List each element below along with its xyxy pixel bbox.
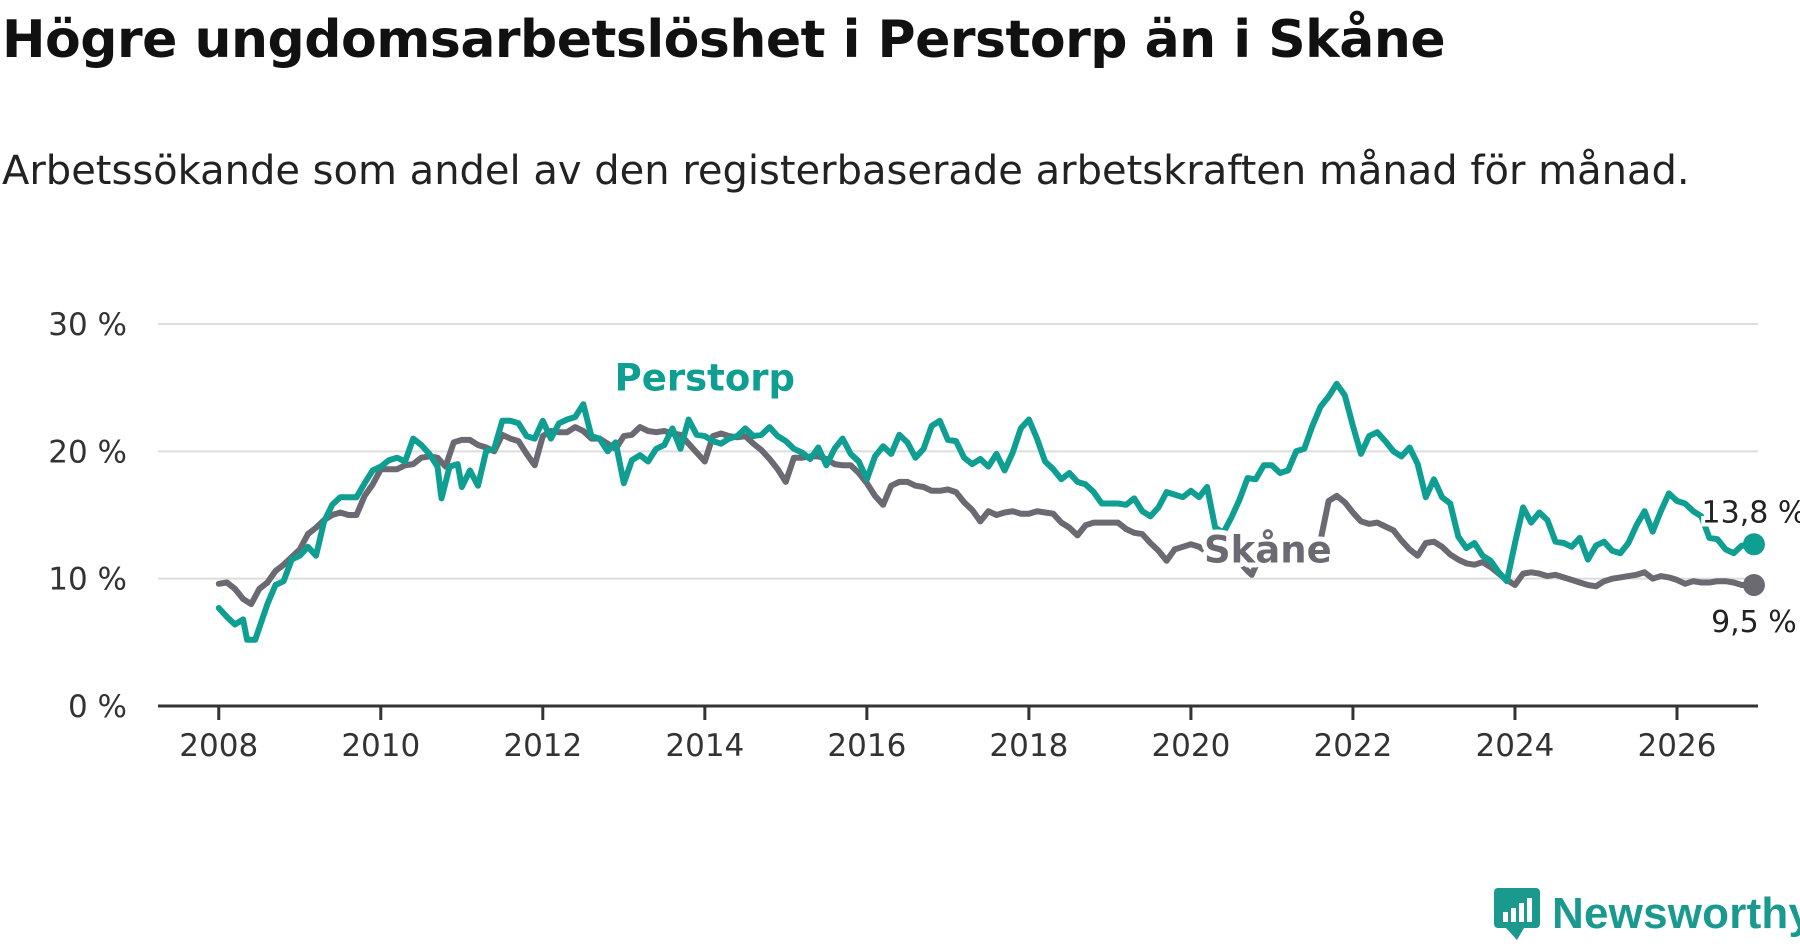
series-lines (215, 380, 1765, 643)
x-tick-label: 2022 (1313, 728, 1392, 764)
x-tick-label: 2012 (503, 728, 582, 764)
x-tick-label: 2008 (179, 728, 258, 764)
chart-title: Högre ungdomsarbetslöshet i Perstorp än … (2, 10, 1446, 70)
y-tick-label: 10 % (48, 562, 127, 598)
x-tick-label: 2024 (1476, 728, 1555, 764)
x-tick-label: 2020 (1151, 728, 1230, 764)
series-line-perstorp (215, 380, 1757, 643)
series-label-skane: Skåne (1204, 528, 1332, 571)
end-point-perstorp (1742, 533, 1765, 556)
y-tick-label: 0 % (68, 689, 127, 725)
x-tick-label: 2018 (989, 728, 1068, 764)
end-label-perstorp: 13,8 % (1702, 495, 1800, 530)
x-tick-label: 2026 (1638, 728, 1717, 764)
series-label-perstorp: Perstorp (615, 356, 795, 399)
y-tick-label: 30 % (48, 307, 127, 343)
end-label-skane: 9,5 % (1711, 605, 1797, 640)
brand-name: Newsworthy (1552, 889, 1800, 938)
x-tick-label: 2014 (665, 728, 744, 764)
y-axis-ticks: 0 % 10 % 20 % 30 % (48, 307, 127, 725)
x-axis: 2008 2010 2012 2014 2016 2018 2020 2022 2024 2026 (158, 704, 1758, 764)
x-tick-label: 2010 (341, 728, 420, 764)
chart-subtitle: Arbetssökande som andel av den registerb… (2, 148, 1690, 194)
series-labels: Perstorp Skåne 13,8 % 9,5 % (610, 351, 1800, 644)
y-tick-label: 20 % (48, 434, 127, 470)
newsworthy-brand: Newsworthy (1494, 888, 1800, 940)
newsworthy-logo-icon (1494, 888, 1540, 940)
end-point-skane (1742, 574, 1765, 597)
x-tick-label: 2016 (827, 728, 906, 764)
